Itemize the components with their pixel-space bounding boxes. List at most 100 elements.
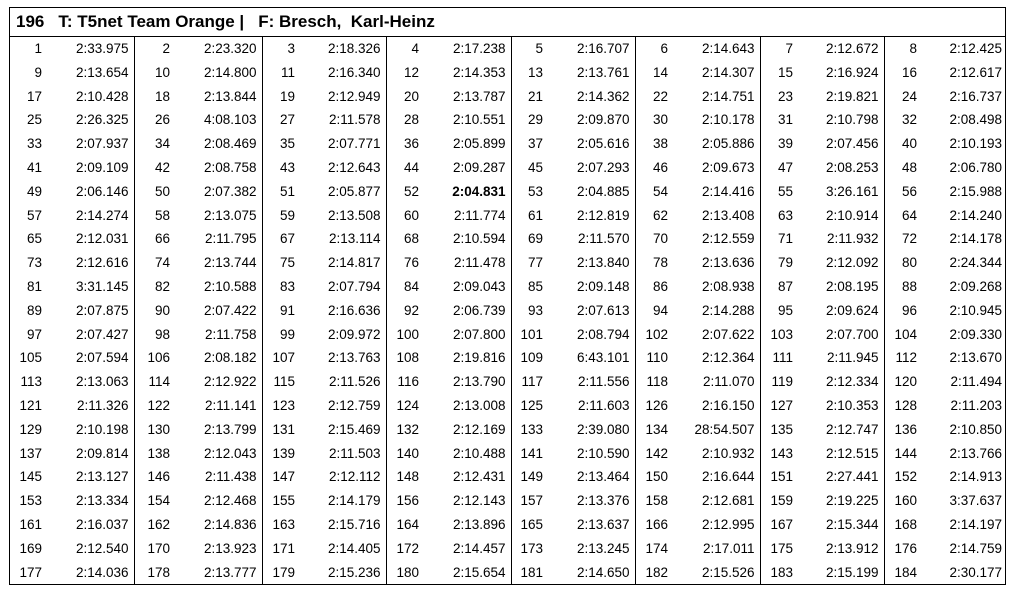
lap-time: 2:10.193 [949, 136, 1002, 152]
lap-number: 167 [770, 516, 793, 532]
lap-number: 92 [403, 302, 419, 318]
lap-number: 131 [272, 421, 295, 437]
lap-number: 123 [272, 397, 295, 413]
lap-number: 182 [645, 564, 668, 580]
lap-time: 2:07.422 [175, 298, 263, 323]
lap-time: 2:07.622 [673, 322, 761, 347]
lap-time: 2:05.886 [673, 132, 761, 156]
lap-time: 2:12.364 [673, 346, 761, 371]
lap-time: 2:13.744 [175, 251, 263, 275]
lap-time: 2:10.590 [548, 441, 636, 466]
lap-number: 38 [652, 136, 668, 152]
lap-number: 5 [535, 41, 543, 56]
lap-times-table: 1 2:33.975 2 2:23.320 3 2:18.326 4 2:17.238 5 2:1… [10, 37, 1007, 585]
lap-time: 2:17.011 [673, 536, 761, 561]
lap-number: 52 [403, 183, 419, 199]
lap-time: 2:11.070 [673, 370, 761, 394]
lap-number: 54 [652, 183, 668, 199]
lap-time: 2:13.761 [548, 60, 636, 85]
lap-number: 107 [272, 350, 295, 366]
lap-number: 14 [652, 64, 668, 80]
lap-time: 2:09.109 [47, 155, 135, 180]
lap-number: 22 [652, 88, 668, 104]
lap-number: 116 [397, 374, 419, 390]
lap-time: 2:14.178 [949, 231, 1002, 247]
lap-time: 2:14.307 [673, 60, 761, 85]
lap-number: 50 [154, 183, 170, 199]
lap-number: 80 [901, 255, 917, 271]
lap-number: 160 [894, 493, 917, 509]
lap-time: 2:11.326 [47, 393, 135, 418]
lap-time: 2:11.494 [950, 374, 1002, 390]
lap-time: 2:13.334 [47, 489, 135, 513]
lap-number: 145 [19, 469, 42, 485]
lap-number: 136 [894, 421, 917, 437]
lap-time: 2:14.836 [175, 512, 263, 537]
lap-number: 64 [901, 207, 917, 223]
lap-time: 2:14.197 [949, 516, 1002, 532]
lap-time: 2:13.075 [175, 203, 263, 228]
lap-time: 2:06.146 [47, 179, 135, 204]
lap-time: 2:12.143 [424, 489, 512, 513]
lap-time: 2:10.945 [949, 302, 1002, 318]
lap-number: 44 [403, 159, 419, 175]
lap-time: 2:14.457 [424, 536, 512, 561]
lap-number: 24 [901, 88, 917, 104]
lap-number: 55 [777, 183, 793, 199]
lap-time: 2:07.937 [47, 132, 135, 156]
lap-time: 2:13.114 [300, 227, 387, 252]
table-row: 73 2:12.616 74 2:13.744 75 2:14.817 76 2:11.478… [10, 251, 1007, 275]
lap-number: 154 [147, 493, 170, 509]
lap-number: 69 [527, 231, 543, 247]
lap-number: 126 [645, 397, 668, 413]
lap-time: 2:13.787 [424, 84, 512, 109]
lap-number: 179 [272, 564, 295, 580]
lap-time: 2:16.924 [798, 60, 885, 85]
lap-time: 2:13.508 [300, 203, 387, 228]
lap-number: 158 [645, 493, 668, 509]
lap-time: 2:09.972 [300, 322, 387, 347]
lap-number: 165 [520, 516, 543, 532]
lap-time: 3:26.161 [798, 179, 885, 204]
lap-number: 174 [645, 540, 668, 556]
lap-time: 2:14.650 [548, 560, 636, 585]
lap-number: 122 [147, 397, 170, 413]
lap-time: 2:08.498 [949, 112, 1002, 128]
lap-time: 2:07.594 [47, 346, 135, 371]
lap-number: 177 [19, 564, 42, 580]
lap-number: 146 [147, 469, 170, 485]
table-row: 81 3:31.145 82 2:10.588 83 2:07.794 84 2:09.043… [10, 274, 1007, 299]
lap-time: 2:06.739 [424, 298, 512, 323]
lap-time: 2:09.148 [548, 274, 636, 299]
lap-time: 2:16.707 [548, 37, 636, 61]
table-row: 145 2:13.127 146 2:11.438 147 2:12.112 148 2:12… [10, 465, 1007, 490]
lap-number: 35 [279, 136, 295, 152]
lap-time: 2:07.382 [175, 179, 263, 204]
lap-number: 90 [154, 302, 170, 318]
lap-time: 2:12.643 [300, 155, 387, 180]
lap-time: 2:10.198 [47, 417, 135, 442]
lap-number: 168 [894, 516, 917, 532]
table-row: 137 2:09.814 138 2:12.043 139 2:11.503 140 2:10… [10, 441, 1007, 466]
lap-time: 2:10.932 [673, 441, 761, 466]
lap-number: 132 [396, 421, 419, 437]
lap-number: 180 [396, 564, 419, 580]
lap-number: 120 [894, 374, 917, 390]
lap-number: 170 [147, 540, 170, 556]
lap-number: 4 [411, 41, 419, 56]
lap-time: 2:14.800 [175, 60, 263, 85]
lap-time: 2:09.673 [673, 155, 761, 180]
lap-time: 2:09.330 [949, 326, 1002, 342]
lap-number: 111 [772, 350, 793, 366]
lap-time: 2:11.932 [798, 227, 885, 252]
lap-number: 119 [771, 374, 793, 390]
lap-time: 2:05.877 [300, 179, 387, 204]
lap-number: 144 [894, 445, 917, 461]
lap-time: 2:12.672 [798, 37, 885, 61]
lap-number: 171 [272, 540, 295, 556]
lap-time: 2:19.816 [424, 346, 512, 371]
lap-time: 2:10.488 [424, 441, 512, 466]
table-row: 97 2:07.427 98 2:11.758 99 2:09.972 100 2:07.80… [10, 322, 1007, 347]
lap-number: 176 [894, 540, 917, 556]
lap-number: 151 [770, 469, 793, 485]
